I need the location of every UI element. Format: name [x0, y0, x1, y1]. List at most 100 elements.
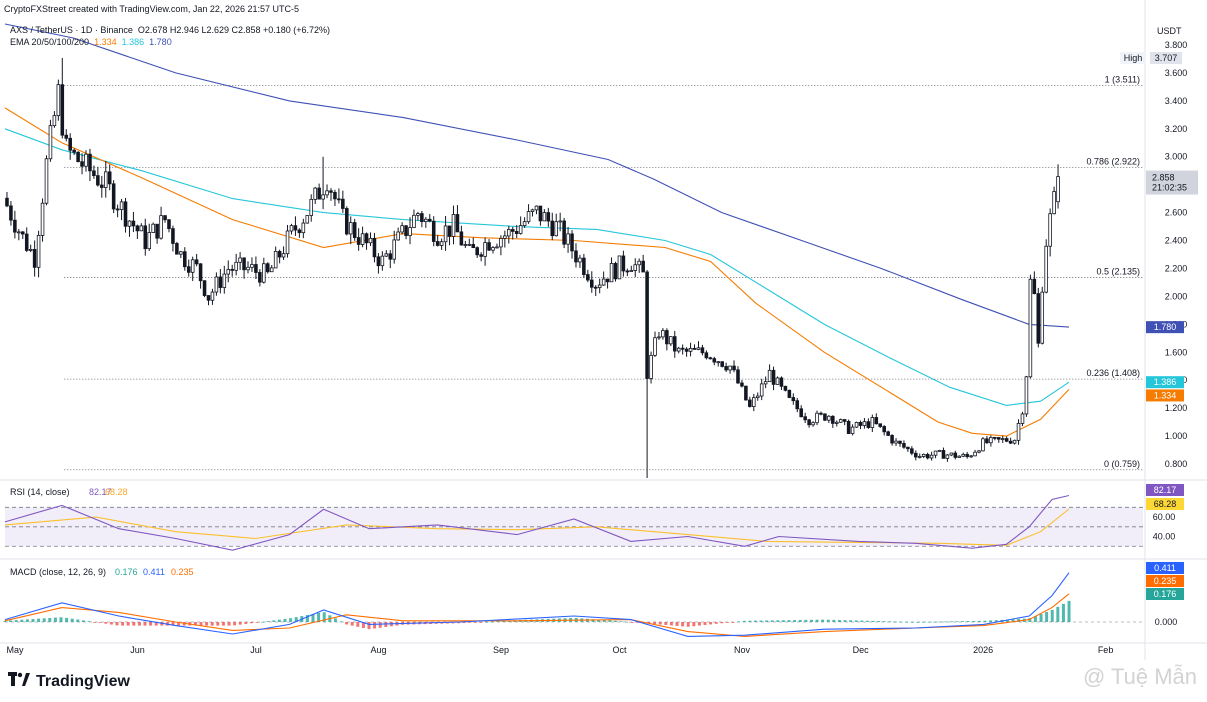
candle[interactable]: [483, 237, 487, 266]
candle[interactable]: [803, 412, 807, 424]
candle[interactable]: [680, 344, 685, 355]
candle[interactable]: [273, 246, 278, 269]
candle[interactable]: [32, 240, 37, 277]
candle[interactable]: [329, 188, 333, 201]
candle[interactable]: [396, 227, 400, 241]
candle[interactable]: [376, 253, 381, 274]
candle[interactable]: [688, 342, 693, 357]
candle[interactable]: [582, 253, 586, 279]
candle[interactable]: [348, 216, 353, 245]
candle[interactable]: [238, 252, 242, 270]
candle[interactable]: [416, 211, 420, 221]
candle[interactable]: [206, 295, 211, 306]
candle[interactable]: [799, 405, 803, 418]
candle[interactable]: [412, 209, 416, 229]
candle[interactable]: [842, 419, 847, 426]
candle[interactable]: [372, 232, 377, 263]
candle[interactable]: [297, 228, 302, 238]
candle[interactable]: [1008, 437, 1013, 445]
candle[interactable]: [894, 438, 898, 446]
candle[interactable]: [1052, 186, 1056, 215]
candle[interactable]: [242, 257, 246, 279]
candle[interactable]: [246, 261, 250, 274]
candle[interactable]: [380, 251, 385, 271]
candle[interactable]: [621, 250, 626, 277]
candle[interactable]: [562, 217, 566, 249]
candle[interactable]: [179, 250, 183, 259]
candle[interactable]: [827, 414, 831, 424]
candle[interactable]: [36, 230, 41, 278]
candle[interactable]: [356, 228, 361, 251]
candle[interactable]: [60, 57, 65, 139]
candle[interactable]: [139, 223, 144, 232]
candle[interactable]: [360, 226, 365, 248]
candle[interactable]: [862, 418, 867, 429]
candle[interactable]: [925, 452, 930, 460]
candle[interactable]: [475, 246, 479, 258]
candle[interactable]: [147, 223, 152, 251]
candle[interactable]: [752, 393, 756, 412]
candle[interactable]: [728, 365, 732, 374]
candle[interactable]: [424, 216, 428, 228]
candle[interactable]: [546, 207, 551, 227]
candle[interactable]: [317, 183, 321, 200]
candle[interactable]: [973, 449, 977, 457]
tradingview-logo[interactable]: TradingView: [8, 672, 130, 691]
candle[interactable]: [265, 262, 270, 274]
candle[interactable]: [550, 212, 555, 241]
candle[interactable]: [1020, 411, 1025, 427]
candle[interactable]: [657, 331, 661, 340]
candle[interactable]: [52, 111, 57, 128]
candle[interactable]: [107, 164, 112, 191]
candle[interactable]: [163, 215, 167, 223]
candle[interactable]: [254, 256, 258, 280]
candle[interactable]: [755, 392, 760, 401]
candle[interactable]: [981, 437, 985, 452]
candle[interactable]: [111, 180, 116, 214]
candle[interactable]: [499, 235, 503, 256]
candle[interactable]: [977, 450, 981, 454]
candle[interactable]: [190, 256, 195, 281]
candle[interactable]: [198, 263, 203, 289]
candle[interactable]: [210, 288, 215, 305]
candle[interactable]: [503, 230, 507, 248]
candle[interactable]: [819, 411, 823, 416]
candle[interactable]: [815, 410, 819, 426]
candle[interactable]: [921, 453, 926, 459]
candle[interactable]: [202, 280, 207, 298]
candle[interactable]: [345, 206, 349, 236]
candle[interactable]: [119, 198, 124, 221]
candle[interactable]: [222, 265, 227, 294]
candle[interactable]: [1028, 274, 1033, 379]
candle[interactable]: [463, 240, 468, 248]
candle[interactable]: [993, 436, 997, 441]
candle[interactable]: [957, 455, 962, 458]
candle[interactable]: [917, 453, 922, 459]
candle[interactable]: [364, 232, 369, 250]
candle[interactable]: [514, 224, 519, 239]
candle[interactable]: [325, 184, 329, 199]
candle[interactable]: [352, 218, 357, 241]
candle[interactable]: [439, 238, 444, 250]
candle[interactable]: [823, 413, 827, 422]
candle[interactable]: [744, 385, 748, 401]
candle[interactable]: [870, 414, 875, 433]
candle[interactable]: [1036, 287, 1041, 348]
candle[interactable]: [510, 226, 515, 240]
candle[interactable]: [597, 278, 602, 294]
candle[interactable]: [392, 230, 396, 264]
candle[interactable]: [388, 250, 393, 269]
candle[interactable]: [996, 437, 1001, 443]
candle[interactable]: [194, 253, 199, 267]
candle[interactable]: [250, 257, 254, 272]
candle[interactable]: [866, 418, 871, 429]
candle[interactable]: [530, 208, 535, 217]
candle[interactable]: [1040, 286, 1045, 345]
candle[interactable]: [878, 423, 883, 429]
candle[interactable]: [712, 356, 717, 366]
candle[interactable]: [902, 440, 906, 449]
candle[interactable]: [834, 420, 839, 427]
currency-label[interactable]: USDT: [1157, 26, 1182, 36]
candle[interactable]: [131, 211, 136, 233]
candle[interactable]: [692, 344, 697, 350]
